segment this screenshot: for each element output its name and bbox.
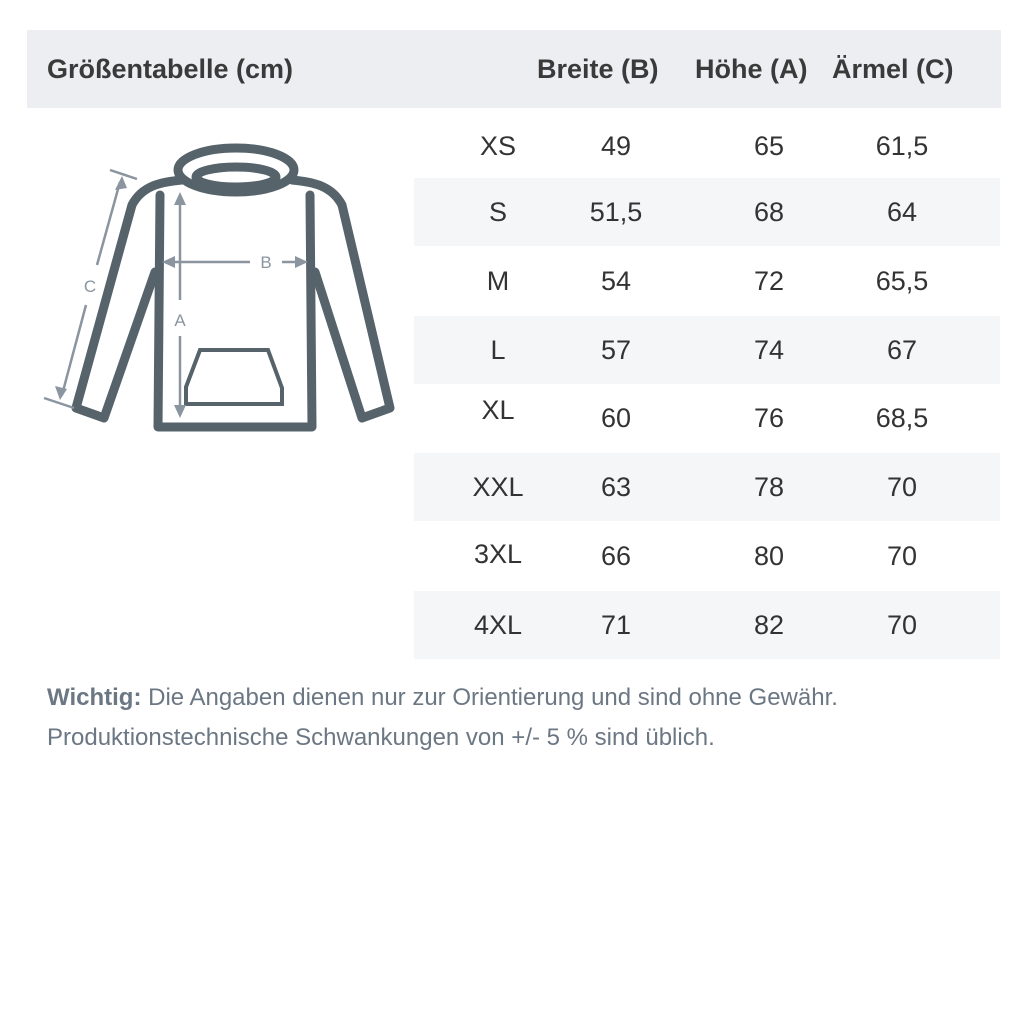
size-cell: S xyxy=(488,197,508,227)
size-cell: XL xyxy=(481,395,515,425)
hoehe-cell: 80 xyxy=(753,541,785,571)
aermel-cell: 65,5 xyxy=(875,266,929,296)
measure-lines xyxy=(43,168,308,418)
breite-cell: 49 xyxy=(600,131,632,161)
column-header-hoehe: Höhe (A) xyxy=(695,54,808,84)
breite-cell: 57 xyxy=(600,335,632,365)
table-row: L 57 74 67 xyxy=(414,316,1000,384)
table-header: Größentabelle (cm) Breite (B) Höhe (A) Ä… xyxy=(27,30,1001,108)
note-line-1: Die Angaben dienen nur zur Orientierung … xyxy=(148,684,838,711)
table-row: 3XL 66 80 70 xyxy=(414,522,1000,590)
size-cell: 3XL xyxy=(473,539,523,569)
aermel-cell: 70 xyxy=(886,472,918,502)
hoodie-diagram: C A B xyxy=(43,143,395,432)
hoehe-cell: 82 xyxy=(753,610,785,640)
breite-cell: 66 xyxy=(600,541,632,571)
hoehe-cell: 74 xyxy=(753,335,785,365)
size-cell: XXL xyxy=(472,472,524,502)
size-cell: M xyxy=(486,266,510,296)
note-line-2: Produktionstechnische Schwankungen von +… xyxy=(47,724,715,751)
hoehe-cell: 65 xyxy=(753,131,785,161)
table-row: M 54 72 65,5 xyxy=(414,247,1000,315)
page-title: Größentabelle (cm) xyxy=(47,54,294,84)
disclaimer-note: Wichtig: Die Angaben dienen nur zur Orie… xyxy=(47,678,838,758)
table-row: 4XL 71 82 70 xyxy=(414,591,1000,659)
width-label: B xyxy=(260,253,271,272)
column-header-breite: Breite (B) xyxy=(537,54,659,84)
note-label: Wichtig: xyxy=(47,684,142,711)
aermel-cell: 64 xyxy=(886,197,918,227)
size-cell: L xyxy=(490,335,506,365)
size-cell: 4XL xyxy=(473,610,523,640)
hoehe-cell: 76 xyxy=(753,403,785,433)
hoehe-cell: 78 xyxy=(753,472,785,502)
hoodie-outline xyxy=(71,143,395,432)
aermel-cell: 67 xyxy=(886,335,918,365)
table-row: XL 60 76 68,5 xyxy=(414,384,1000,452)
height-label: A xyxy=(174,311,186,330)
breite-cell: 60 xyxy=(600,403,632,433)
aermel-cell: 70 xyxy=(886,610,918,640)
sleeve-label: C xyxy=(84,277,96,296)
table-row: XXL 63 78 70 xyxy=(414,453,1000,521)
hoehe-cell: 72 xyxy=(753,266,785,296)
size-cell: XS xyxy=(479,131,517,161)
aermel-cell: 70 xyxy=(886,541,918,571)
breite-cell: 71 xyxy=(600,610,632,640)
pocket-outline xyxy=(184,348,284,406)
breite-cell: 54 xyxy=(600,266,632,296)
table-row: XS 49 65 61,5 xyxy=(414,112,1000,180)
aermel-cell: 61,5 xyxy=(875,131,929,161)
column-header-aermel: Ärmel (C) xyxy=(832,54,954,84)
aermel-cell: 68,5 xyxy=(875,403,929,433)
breite-cell: 63 xyxy=(600,472,632,502)
hoehe-cell: 68 xyxy=(753,197,785,227)
table-row: S 51,5 68 64 xyxy=(414,178,1000,246)
breite-cell: 51,5 xyxy=(589,197,643,227)
